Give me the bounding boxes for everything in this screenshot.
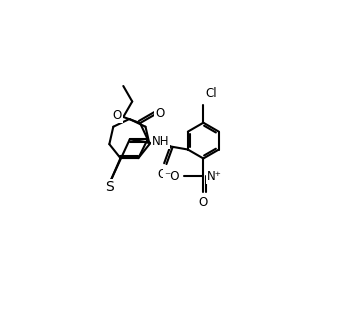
Text: NH: NH <box>152 135 169 149</box>
Text: O: O <box>155 107 165 120</box>
Text: N⁺: N⁺ <box>207 170 222 183</box>
Text: ⁻O: ⁻O <box>164 169 179 183</box>
Text: Cl: Cl <box>205 87 217 100</box>
Text: S: S <box>105 180 114 194</box>
Text: O: O <box>199 196 208 209</box>
Text: O: O <box>113 109 122 122</box>
Text: O: O <box>157 168 166 181</box>
